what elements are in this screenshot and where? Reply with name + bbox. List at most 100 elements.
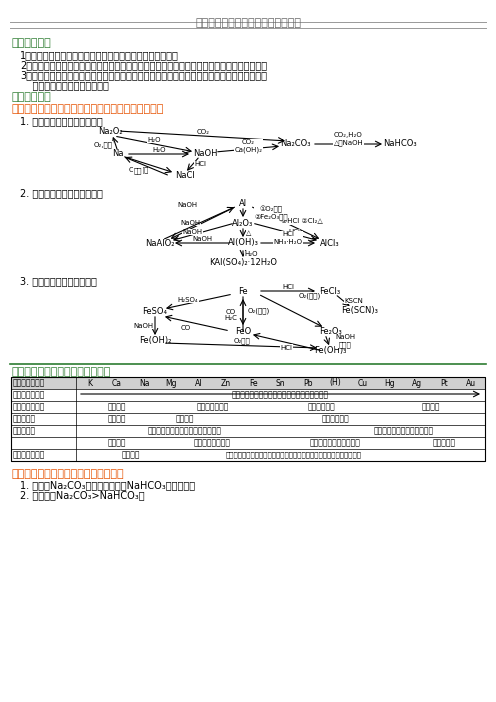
Text: 不能与水反应: 不能与水反应 <box>321 414 349 423</box>
Text: Na₂CO₃: Na₂CO₃ <box>280 140 310 149</box>
Text: NaOH: NaOH <box>193 150 217 159</box>
Text: 1. 钠及其化合物之间的转化：: 1. 钠及其化合物之间的转化： <box>20 116 103 126</box>
Text: 跟盐溶液的反应: 跟盐溶液的反应 <box>13 451 45 460</box>
Text: 要点三、碳酸钠和碳酸氢钠的关系总结: 要点三、碳酸钠和碳酸氢钠的关系总结 <box>12 469 124 479</box>
Text: 要点一、钠、铝、铁及其重要化合物之间的转化关系: 要点一、钠、铝、铁及其重要化合物之间的转化关系 <box>12 104 164 114</box>
Text: 能置换出稀酸（盐酸、硫酸）中的氢: 能置换出稀酸（盐酸、硫酸）中的氢 <box>148 427 222 435</box>
Bar <box>11 377 485 461</box>
Text: 1. 俗名：Na₂CO₃：纯碱、苏打；NaHCO₃：小苏打。: 1. 俗名：Na₂CO₃：纯碱、苏打；NaHCO₃：小苏打。 <box>20 480 195 490</box>
Text: NaOH: NaOH <box>133 323 153 329</box>
Text: NaOH: NaOH <box>178 202 197 208</box>
Text: H₂SO₄: H₂SO₄ <box>178 296 198 303</box>
Text: Cl₂,点燃: Cl₂,点燃 <box>128 166 149 173</box>
Text: CO
H₂C: CO H₂C <box>225 308 238 322</box>
Text: CO: CO <box>181 326 191 331</box>
Text: AlCl₃: AlCl₃ <box>320 239 340 248</box>
Text: Fe: Fe <box>238 286 248 296</box>
Text: HCl: HCl <box>194 161 206 168</box>
Text: 要点二、金属活动性顺序及其应用: 要点二、金属活动性顺序及其应用 <box>12 367 112 377</box>
Text: NaAlO₂: NaAlO₂ <box>145 239 175 248</box>
Text: FeO: FeO <box>235 326 251 336</box>
Text: Ca: Ca <box>112 378 122 388</box>
Text: Fe(SCN)₃: Fe(SCN)₃ <box>342 307 378 315</box>
Text: HCl: HCl <box>282 284 294 290</box>
Text: Mg: Mg <box>166 378 177 388</box>
Text: 常温下能被氧化: 常温下能被氧化 <box>196 402 229 411</box>
Text: Cu: Cu <box>357 378 368 388</box>
Text: Na: Na <box>139 378 149 388</box>
Bar <box>11 377 485 389</box>
Text: KSCN: KSCN <box>344 298 363 304</box>
Text: K: K <box>87 378 92 388</box>
Text: Fe(OH)₃: Fe(OH)₃ <box>314 347 346 355</box>
Text: 金属活动性排在中前面的金属能将排在后面的金属从其盐溶液中置换出来: 金属活动性排在中前面的金属能将排在后面的金属从其盐溶液中置换出来 <box>226 451 362 458</box>
Text: Fe₂O₃: Fe₂O₃ <box>318 326 341 336</box>
Text: 与水反应: 与水反应 <box>122 451 140 460</box>
Text: (H): (H) <box>329 378 341 388</box>
Text: 剧烈反应: 剧烈反应 <box>108 414 126 423</box>
Text: 难被氧化: 难被氧化 <box>421 402 440 411</box>
Text: CO₂,H₂O
△或NaOH: CO₂,H₂O △或NaOH <box>334 132 364 146</box>
Text: 3、以金属知识的学习为线索，培养获取知识及信息加工的能力。通过比较、归纳等，逐步掌握: 3、以金属知识的学习为线索，培养获取知识及信息加工的能力。通过比较、归纳等，逐步… <box>20 70 267 80</box>
Text: Na: Na <box>112 150 124 159</box>
Text: 加热能被氧化: 加热能被氧化 <box>308 402 335 411</box>
Text: NaHCO₃: NaHCO₃ <box>383 140 417 149</box>
Text: KAl(SO₄)₂·12H₂O: KAl(SO₄)₂·12H₂O <box>209 258 277 267</box>
Text: 不与稀酸（盐酸、硫酸）反应: 不与稀酸（盐酸、硫酸）反应 <box>373 427 434 435</box>
Text: 全属活动性顺序: 全属活动性顺序 <box>13 378 45 388</box>
Text: CO₂
Ca(OH)₂: CO₂ Ca(OH)₂ <box>235 139 262 153</box>
Text: O₂通气: O₂通气 <box>233 337 250 344</box>
Text: NaOH
水溶液: NaOH 水溶液 <box>335 334 356 347</box>
Text: FeCl₃: FeCl₃ <box>319 286 341 296</box>
Text: Sn: Sn <box>276 378 285 388</box>
Text: NaCl: NaCl <box>175 171 195 180</box>
Text: 【要点梳理】: 【要点梳理】 <box>12 92 52 102</box>
Text: Au: Au <box>466 378 477 388</box>
Text: H₂O: H₂O <box>148 137 161 143</box>
Text: 《金属及其化合物》全章复习与巩固: 《金属及其化合物》全章复习与巩固 <box>195 18 301 28</box>
Text: 通电: 通电 <box>134 168 142 174</box>
Text: 学习元素化合物的一般方法。: 学习元素化合物的一般方法。 <box>20 80 109 90</box>
Text: HCl: HCl <box>288 229 300 235</box>
Text: Fe: Fe <box>249 378 257 388</box>
Text: 稀酸的反应: 稀酸的反应 <box>13 427 36 435</box>
Text: Na₂O₂: Na₂O₂ <box>98 126 123 135</box>
Text: 跟水的反应: 跟水的反应 <box>13 414 36 423</box>
Text: 跟稀硝酸、浓硫酸等反应: 跟稀硝酸、浓硫酸等反应 <box>310 439 361 447</box>
Text: NaOH: NaOH <box>181 220 200 226</box>
Text: Fe(OH)₂: Fe(OH)₂ <box>139 336 171 345</box>
Text: 1、了解钠、铝、铁、铜等金属及其重要化合物的主要性质；: 1、了解钠、铝、铁、铜等金属及其重要化合物的主要性质； <box>20 50 179 60</box>
Text: 2. 溶解度：Na₂CO₃>NaHCO₃。: 2. 溶解度：Na₂CO₃>NaHCO₃。 <box>20 490 145 500</box>
Text: 2、通过金属及其化合物性质的实验，培养实验意识、操作技能、观察能力和分析问题的能力；: 2、通过金属及其化合物性质的实验，培养实验意识、操作技能、观察能力和分析问题的能… <box>20 60 267 70</box>
Text: O₂(点燃): O₂(点燃) <box>299 293 320 299</box>
Text: HCl
NH₃·H₂O: HCl NH₃·H₂O <box>273 232 303 244</box>
Text: 在空气中的反应: 在空气中的反应 <box>13 402 45 411</box>
Text: 不溶于王水: 不溶于王水 <box>433 439 456 447</box>
Text: CO₂: CO₂ <box>196 129 209 135</box>
Text: 剧烈反应: 剧烈反应 <box>108 439 126 447</box>
Text: Hg: Hg <box>384 378 395 388</box>
Text: Pt: Pt <box>440 378 448 388</box>
Text: 反应剧烈程度减弱: 反应剧烈程度减弱 <box>194 439 231 447</box>
Text: Al₂O₃: Al₂O₃ <box>232 218 253 227</box>
Text: Ag: Ag <box>412 378 422 388</box>
Text: 3. 铁及其化合物间的转化：: 3. 铁及其化合物间的转化： <box>20 276 97 286</box>
Text: 与水反应: 与水反应 <box>176 414 194 423</box>
Text: ①O₂点燃
②Fe₂O₃高温: ①O₂点燃 ②Fe₂O₃高温 <box>254 206 288 220</box>
Text: H₂O: H₂O <box>244 251 258 257</box>
Text: 原子失电子能力: 原子失电子能力 <box>13 390 45 399</box>
Text: NaOH: NaOH <box>183 229 202 235</box>
Text: Al(OH)₃: Al(OH)₃ <box>228 239 258 248</box>
Text: Al: Al <box>239 199 247 208</box>
Text: 逐渐减弱（金属性逐渐减弱，还原性逐渐减弱）: 逐渐减弱（金属性逐渐减弱，还原性逐渐减弱） <box>232 390 329 399</box>
Text: 【学习目标】: 【学习目标】 <box>12 38 52 48</box>
Text: O₂,点燃: O₂,点燃 <box>94 142 113 148</box>
Text: Al: Al <box>195 378 202 388</box>
Text: 易被氧化: 易被氧化 <box>108 402 126 411</box>
Text: O₂(点燃): O₂(点燃) <box>248 307 270 314</box>
Text: Pb: Pb <box>303 378 312 388</box>
Text: 2. 铝及其化合物之间的转化：: 2. 铝及其化合物之间的转化： <box>20 188 103 198</box>
Text: Zn: Zn <box>221 378 231 388</box>
Text: H₂O: H₂O <box>152 147 166 153</box>
Text: △: △ <box>247 230 251 236</box>
